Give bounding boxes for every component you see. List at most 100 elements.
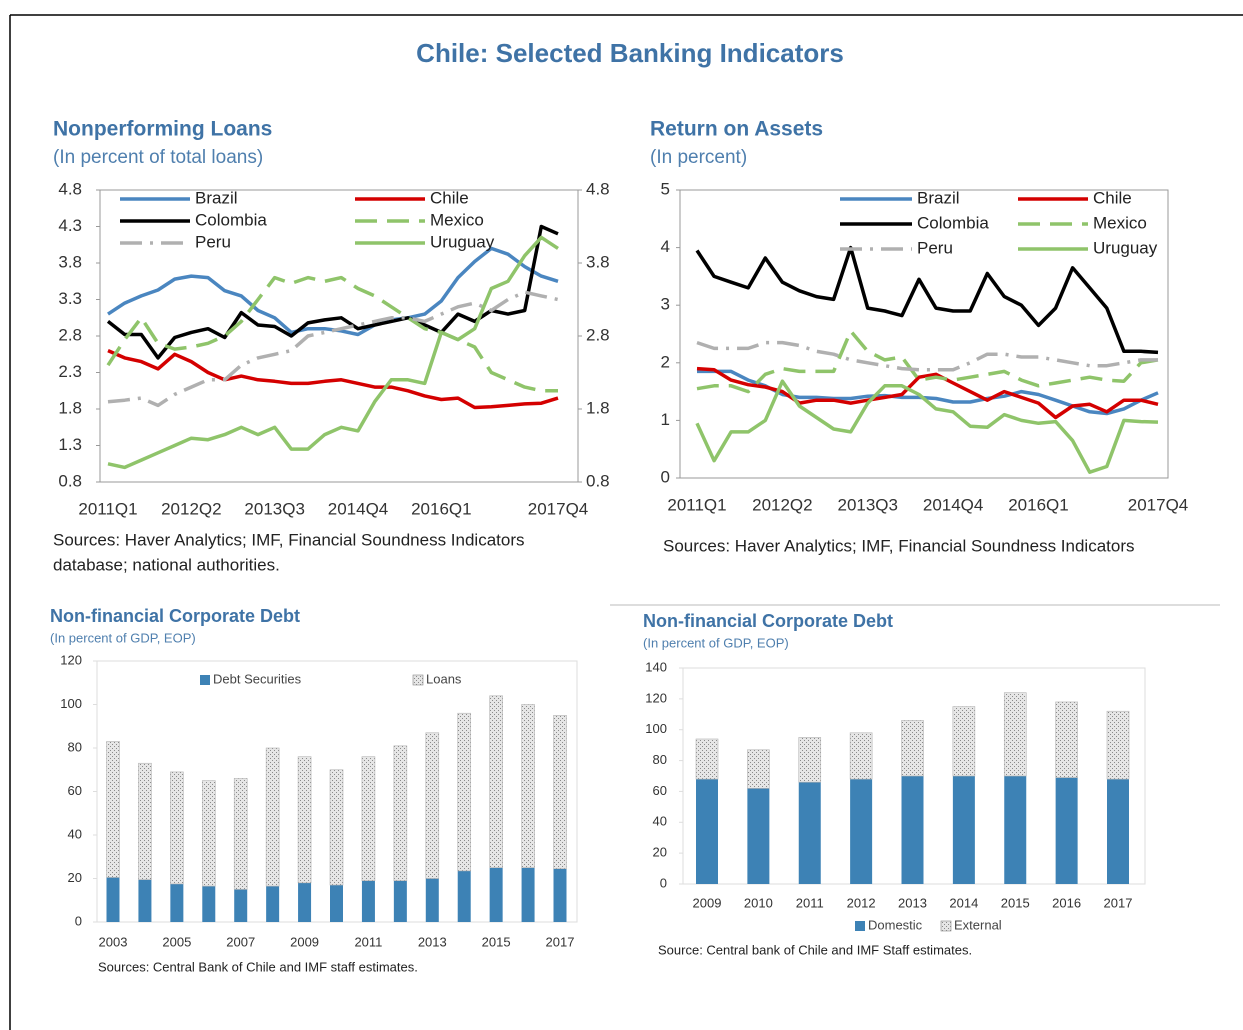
legend-label: Colombia xyxy=(917,213,989,232)
bar-segment xyxy=(952,776,975,884)
legend-label: Domestic xyxy=(868,917,923,932)
figure-title: Chile: Selected Banking Indicators xyxy=(416,38,844,68)
plot-frame xyxy=(99,189,579,483)
bar-segment xyxy=(106,877,120,922)
y-tick-label: 60 xyxy=(653,783,667,798)
legend-label: Mexico xyxy=(430,210,484,229)
plot-frame xyxy=(679,189,1169,479)
x-tick-label: 2014Q4 xyxy=(923,495,984,514)
y-tick-label: 80 xyxy=(653,752,667,767)
bar-segment xyxy=(489,695,503,868)
legend-label: Peru xyxy=(195,232,231,251)
bar-segment xyxy=(457,870,471,922)
legend-label: Peru xyxy=(917,238,953,257)
bar-segment xyxy=(361,756,376,881)
bar-segment xyxy=(901,720,924,777)
y-tick-label: 3.3 xyxy=(58,289,82,308)
legend-label: Chile xyxy=(1093,188,1132,207)
bar-segment xyxy=(265,747,280,887)
source-note: Source: Central bank of Chile and IMF St… xyxy=(658,942,972,957)
x-tick-label: 2003 xyxy=(99,934,128,949)
bar-segment xyxy=(329,769,344,886)
bar-segment xyxy=(266,886,280,922)
y2-tick-label: 4.8 xyxy=(586,179,610,198)
bar-segment xyxy=(747,788,770,884)
x-tick-label: 2009 xyxy=(693,895,722,910)
x-tick-label: 2014 xyxy=(949,895,978,910)
bar-segment xyxy=(330,885,343,922)
legend-label: Mexico xyxy=(1093,213,1147,232)
series-line xyxy=(695,379,1159,474)
bar-segment xyxy=(425,878,439,922)
y-tick-label: 140 xyxy=(645,659,667,674)
series-line xyxy=(107,348,559,410)
legend-label: Debt Securities xyxy=(213,671,302,686)
bar-segment xyxy=(850,779,873,884)
x-tick-label: 2012Q2 xyxy=(161,499,222,518)
y-tick-label: 0 xyxy=(75,913,82,928)
chart-subtitle: (In percent of GDP, EOP) xyxy=(643,635,789,650)
bar-segment xyxy=(298,882,312,922)
y-tick-label: 1 xyxy=(661,410,670,429)
y-tick-label: 4.8 xyxy=(58,179,82,198)
y-tick-label: 100 xyxy=(645,721,667,736)
y-tick-label: 2.3 xyxy=(58,362,82,381)
y-tick-label: 1.8 xyxy=(58,398,82,417)
x-tick-label: 2016Q1 xyxy=(411,499,472,518)
bar-segment xyxy=(1004,776,1027,884)
x-tick-label: 2015 xyxy=(1001,895,1030,910)
x-tick-label: 2009 xyxy=(290,934,319,949)
bar-segment xyxy=(849,732,873,780)
y-tick-label: 3 xyxy=(661,295,670,314)
bar-segment xyxy=(521,867,535,922)
chart-subtitle: (In percent of GDP, EOP) xyxy=(50,630,196,645)
bar-segment xyxy=(425,732,440,879)
y-tick-label: 4.3 xyxy=(58,216,82,235)
legend-swatch xyxy=(412,674,424,686)
bar-segment xyxy=(952,706,976,777)
bar-segment xyxy=(170,771,184,885)
bar-segment xyxy=(1107,779,1129,884)
x-tick-label: 2005 xyxy=(162,934,191,949)
bar-segment xyxy=(798,782,821,884)
chart-subtitle: (In percent) xyxy=(650,147,747,168)
x-tick-label: 2017 xyxy=(1104,895,1133,910)
y-tick-label: 120 xyxy=(645,690,667,705)
y-tick-label: 0 xyxy=(661,467,670,486)
legend-label: Brazil xyxy=(195,188,238,207)
bar-segment xyxy=(297,756,312,884)
source-note: Sources: Haver Analytics; IMF, Financial… xyxy=(53,530,525,549)
y-tick-label: 40 xyxy=(653,814,667,829)
x-tick-label: 2013 xyxy=(418,934,447,949)
x-tick-label: 2011 xyxy=(796,895,824,910)
source-note: Sources: Haver Analytics; IMF, Financial… xyxy=(663,536,1135,555)
x-tick-label: 2013Q3 xyxy=(837,495,898,514)
y-tick-label: 20 xyxy=(653,845,667,860)
source-note: Sources: Central Bank of Chile and IMF s… xyxy=(98,959,418,974)
x-tick-label: 2010 xyxy=(744,895,773,910)
legend-label: Chile xyxy=(430,188,469,207)
x-tick-label: 2017 xyxy=(546,934,575,949)
legend-swatch xyxy=(940,920,952,932)
bar-segment xyxy=(553,868,567,922)
bar-segment xyxy=(521,704,535,868)
chart-subtitle: (In percent of total loans) xyxy=(53,147,263,168)
x-tick-label: 2007 xyxy=(226,934,255,949)
y-tick-label: 5 xyxy=(661,179,670,198)
y-tick-label: 2 xyxy=(661,352,670,371)
source-note: database; national authorities. xyxy=(53,555,280,574)
bar-segment xyxy=(457,712,472,872)
x-tick-label: 2013Q3 xyxy=(244,499,305,518)
series-line xyxy=(696,340,1158,372)
x-tick-label: 2011Q1 xyxy=(78,499,137,518)
y-tick-label: 100 xyxy=(60,696,82,711)
chart-title: Nonperforming Loans xyxy=(53,118,272,141)
bar-segment xyxy=(393,745,408,881)
bar-segment xyxy=(489,867,503,922)
x-tick-label: 2017Q4 xyxy=(528,499,589,518)
bar-segment xyxy=(696,779,718,884)
x-tick-label: 2011 xyxy=(354,934,382,949)
bar-segment xyxy=(695,738,719,780)
x-tick-label: 2012Q2 xyxy=(752,495,813,514)
